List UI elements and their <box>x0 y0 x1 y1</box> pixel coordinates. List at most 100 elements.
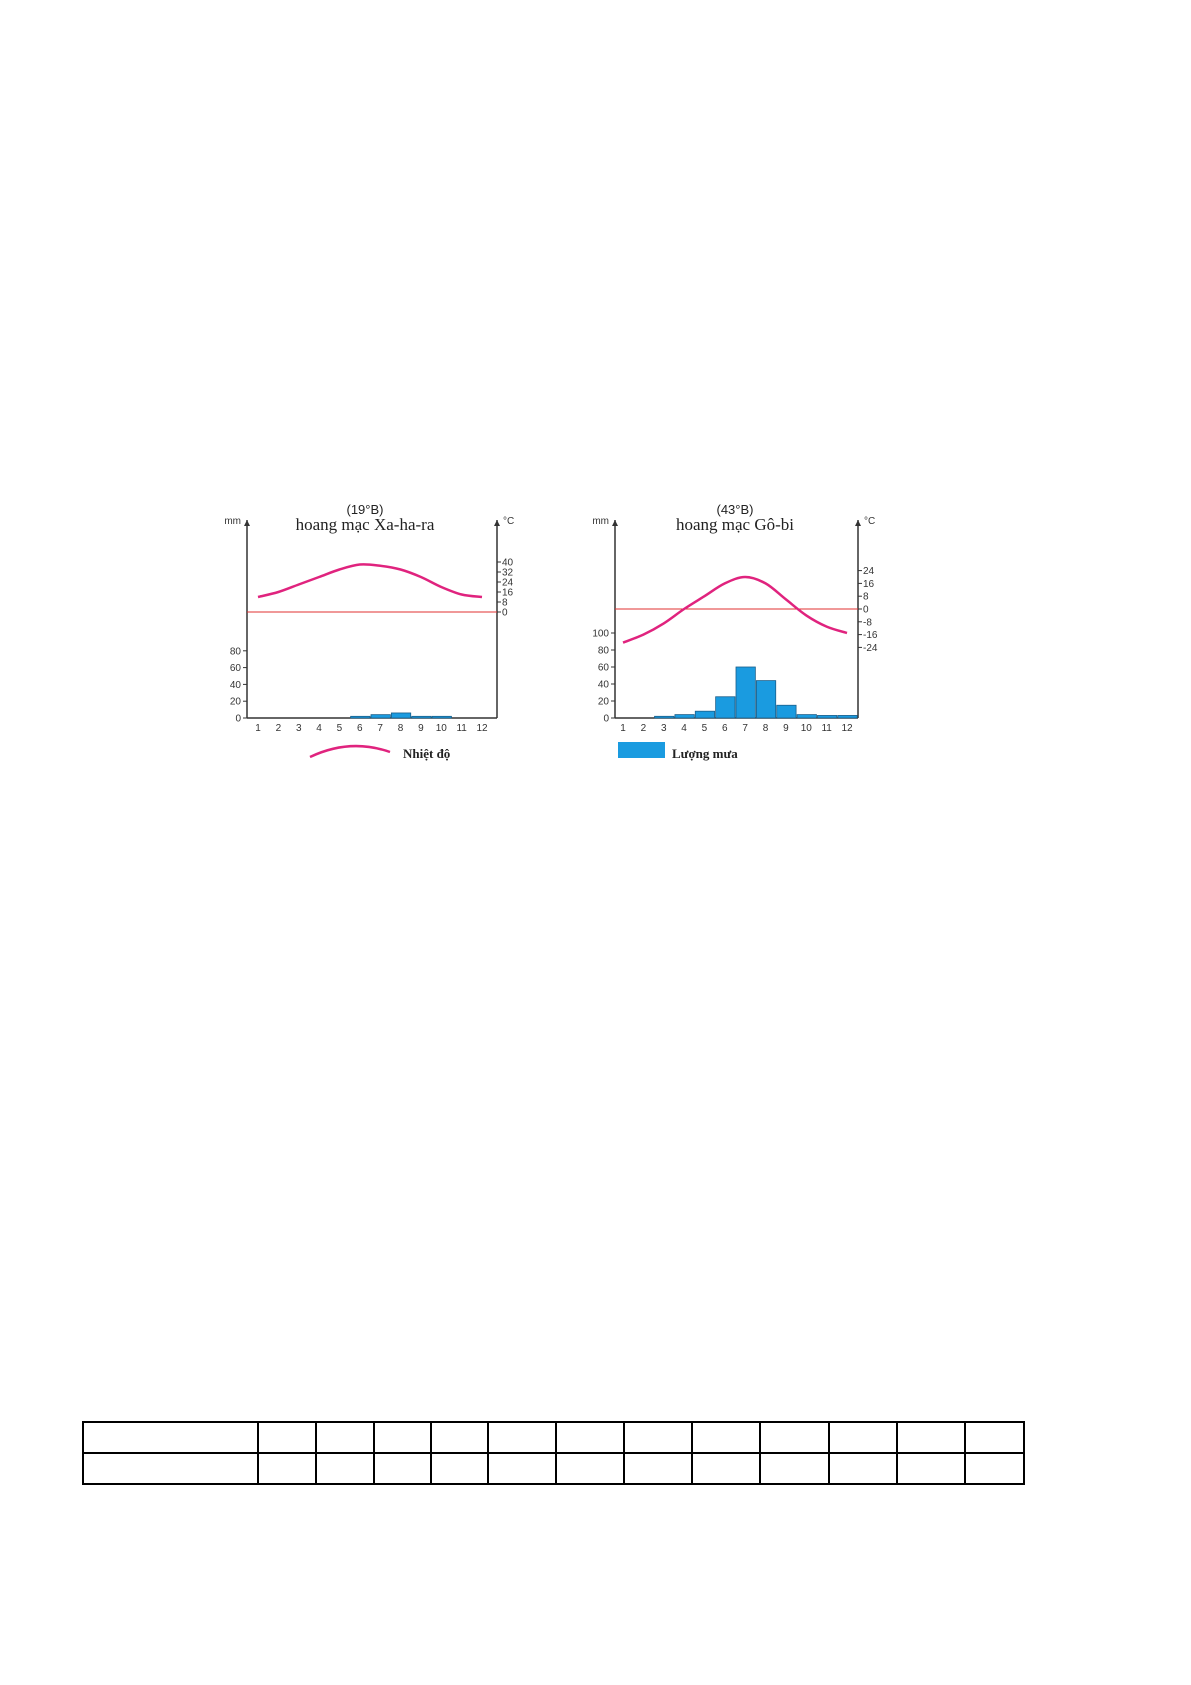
month-label: 10 <box>436 723 448 734</box>
left-axis-arrow-icon <box>244 520 250 526</box>
table-cell <box>257 1421 317 1454</box>
temperature-tick-label: 8 <box>502 598 508 609</box>
temperature-tick-label: 0 <box>502 608 508 619</box>
rainfall-bar <box>654 715 675 719</box>
left-axis-unit: mm <box>224 516 241 527</box>
table-cell <box>555 1452 625 1485</box>
month-label: 1 <box>255 723 261 734</box>
rainfall-tick-label: 80 <box>230 646 242 657</box>
table-cell <box>759 1421 830 1454</box>
temperature-line <box>257 563 483 599</box>
rainfall-bar <box>370 714 391 719</box>
table-cell <box>691 1421 761 1454</box>
table-cell <box>82 1421 259 1454</box>
month-label: 3 <box>296 723 302 734</box>
month-label: 7 <box>742 723 748 734</box>
month-label: 5 <box>702 723 708 734</box>
rainfall-tick-label: 40 <box>230 680 242 691</box>
month-label: 12 <box>476 723 488 734</box>
rainfall-bar <box>755 680 777 719</box>
month-label: 8 <box>763 723 769 734</box>
table-cell <box>487 1452 557 1485</box>
rainfall-tick-label: 20 <box>230 697 242 708</box>
legend-temperature-label: Nhiệt độ <box>403 746 450 761</box>
rainfall-tick-label: 60 <box>598 663 610 674</box>
temperature-tick-label: 16 <box>863 579 875 590</box>
temperature-tick-label: 24 <box>502 578 514 589</box>
empty-data-table <box>82 1421 1025 1485</box>
temperature-line <box>622 575 848 644</box>
table-cell <box>315 1421 375 1454</box>
legend-temperature-swatch <box>309 744 391 759</box>
rainfall-tick-label: 0 <box>603 714 609 725</box>
left-axis-arrow-icon <box>612 520 618 526</box>
table-cell <box>623 1452 693 1485</box>
table-cell <box>555 1421 625 1454</box>
table-cell <box>257 1452 317 1485</box>
month-label: 7 <box>377 723 383 734</box>
month-label: 12 <box>841 723 853 734</box>
rainfall-tick-label: 100 <box>592 629 609 640</box>
table-cell <box>896 1452 966 1485</box>
rainfall-tick-label: 80 <box>598 646 610 657</box>
chart-title: hoang mạc Gô-bi <box>676 515 794 534</box>
temperature-tick-label: -24 <box>863 643 878 654</box>
table-cell <box>964 1452 1025 1485</box>
month-label: 4 <box>681 723 687 734</box>
rainfall-bar <box>735 666 756 719</box>
chart-title: hoang mạc Xa-ha-ra <box>296 515 435 534</box>
month-label: 3 <box>661 723 667 734</box>
month-label: 4 <box>316 723 322 734</box>
table-cell <box>373 1452 432 1485</box>
month-label: 6 <box>357 723 363 734</box>
temperature-tick-label: -16 <box>863 630 878 641</box>
month-label: 11 <box>821 723 832 734</box>
temperature-tick-label: 24 <box>863 566 875 577</box>
month-label: 5 <box>337 723 343 734</box>
rainfall-bar <box>817 715 838 719</box>
table-row <box>82 1421 1025 1454</box>
table-cell <box>828 1421 898 1454</box>
rainfall-tick-label: 40 <box>598 680 610 691</box>
table-cell <box>315 1452 375 1485</box>
table-cell <box>964 1421 1025 1454</box>
temperature-tick-label: 16 <box>502 588 514 599</box>
month-label: 6 <box>722 723 728 734</box>
table-cell <box>828 1452 898 1485</box>
temperature-tick-label: -8 <box>863 617 872 628</box>
rainfall-tick-label: 0 <box>235 714 241 725</box>
month-label: 1 <box>620 723 626 734</box>
rainfall-bar <box>390 712 412 719</box>
rainfall-bar <box>837 715 858 719</box>
rainfall-bar <box>796 714 817 719</box>
right-axis-arrow-icon <box>494 520 500 526</box>
month-label: 2 <box>276 723 282 734</box>
table-cell <box>623 1421 693 1454</box>
rainfall-bar <box>350 715 371 719</box>
month-label: 9 <box>783 723 789 734</box>
month-label: 2 <box>641 723 647 734</box>
chart-subtitle: (19°B) <box>347 502 384 517</box>
right-axis-arrow-icon <box>855 520 861 526</box>
table-cell <box>759 1452 830 1485</box>
chart-subtitle: (43°B) <box>717 502 754 517</box>
table-cell <box>487 1421 557 1454</box>
legend-rainfall-label: Lượng mưa <box>672 746 738 761</box>
table-row <box>82 1452 1025 1485</box>
table-cell <box>430 1452 489 1485</box>
month-label: 9 <box>418 723 424 734</box>
rainfall-bar <box>674 714 695 719</box>
table-cell <box>82 1452 259 1485</box>
rainfall-bar <box>694 710 716 719</box>
table-cell <box>691 1452 761 1485</box>
table-cell <box>430 1421 489 1454</box>
legend-rainfall-swatch <box>618 742 665 758</box>
right-axis-unit: °C <box>864 516 875 527</box>
temperature-tick-label: 8 <box>863 592 869 603</box>
temperature-tick-label: 0 <box>863 605 869 616</box>
left-axis-unit: mm <box>592 516 609 527</box>
rainfall-bar <box>776 704 797 719</box>
rainfall-tick-label: 60 <box>230 663 242 674</box>
temperature-tick-label: 32 <box>502 568 514 579</box>
